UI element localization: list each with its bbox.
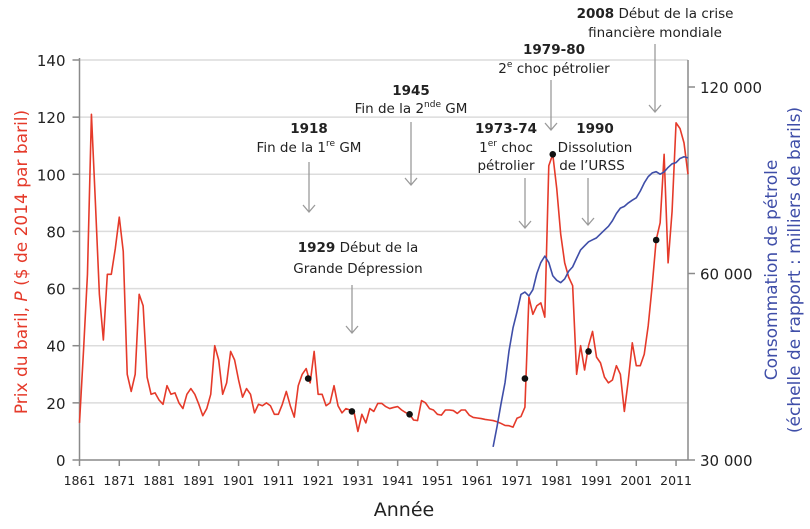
annotation-1973-text: 1er choc (479, 139, 533, 156)
annotation-1973-year: 1973-74 (475, 121, 537, 137)
y-right-tick-label: 120 000 (700, 79, 762, 97)
arrowhead-icon (648, 104, 662, 113)
y-axis-left-label: Prix du baril, P ($ de 2014 par baril) (12, 110, 32, 414)
annotation-1929-year: 1929 (298, 240, 336, 256)
y-tick-label: 0 (56, 452, 66, 470)
arrowhead-icon (345, 325, 359, 334)
arrowhead-icon (518, 220, 532, 229)
event-marker (549, 150, 557, 158)
sup: re (326, 139, 336, 149)
y-axis-left-label-p: P (12, 291, 32, 302)
series (78, 113, 689, 448)
x-tick-label: 1881 (143, 473, 175, 488)
event-marker (521, 375, 529, 382)
annotation-1945-year: 1945 (392, 83, 430, 99)
t: 1 (479, 140, 488, 156)
y-axis-right-label-line2: (échelle de rapport : milliers de barils… (785, 107, 805, 433)
x-tick-label: 1991 (581, 473, 613, 488)
annotation-1929-line2: Grande Dépression (293, 261, 422, 277)
y-axis-left-label-b: ($ de 2014 par baril) (12, 110, 32, 291)
sup: nde (424, 100, 441, 110)
x-tick-label: 1871 (103, 473, 135, 488)
y-tick-label: 80 (46, 223, 65, 241)
annotation-1990-line2: de l’URSS (559, 158, 625, 174)
x-tick-label: 1911 (262, 473, 294, 488)
y-right-tick-label: 60 000 (700, 266, 753, 284)
axes (72, 58, 695, 466)
y-tick-label: 140 (37, 52, 66, 70)
x-tick-label: 1961 (461, 473, 493, 488)
tick-labels: 0 20 40 60 80 100 120 140 30 000 60 000 120 000 186… (37, 52, 762, 488)
t: GM (441, 101, 467, 117)
arrowhead-icon (544, 122, 558, 131)
x-tick-label: 1861 (64, 473, 96, 488)
annotation-1990-line1: Dissolution (558, 140, 633, 156)
annotation-1990-year: 1990 (576, 121, 614, 137)
event-marker (585, 348, 592, 355)
annotation-2008-line2: financière mondiale (588, 25, 722, 41)
y-tick-label: 120 (37, 109, 66, 127)
y-axis-left-label-a: Prix du baril, (12, 302, 32, 415)
arrowhead-icon (404, 177, 418, 186)
x-tick-label: 1941 (382, 473, 414, 488)
annotation-1979-year: 1979-80 (523, 42, 585, 58)
t: Fin de la 1 (257, 140, 326, 156)
y-axis-right-label-line1: Consommation de pétrole (762, 160, 782, 381)
annotation-arrows (302, 44, 662, 334)
annotation-1973-line3: pétrolier (477, 158, 534, 174)
x-tick-label: 1891 (183, 473, 215, 488)
gridlines (79, 59, 688, 404)
x-tick-label: 1921 (302, 473, 334, 488)
t: Fin de la 2 (355, 101, 424, 117)
x-tick-label: 1901 (223, 473, 255, 488)
x-tick-label: 1951 (422, 473, 454, 488)
annotation-1929: 1929 Début de la (298, 240, 418, 256)
annotation-2008-text: Début de la crise (618, 6, 733, 22)
arrowhead-icon (581, 217, 595, 226)
y-right-tick-label: 30 000 (700, 452, 753, 470)
t: GM (335, 140, 361, 156)
price-line (78, 113, 689, 433)
y-tick-label: 60 (46, 281, 65, 299)
x-tick-label: 2001 (620, 473, 652, 488)
annotation-1979-text: 2e choc pétrolier (498, 60, 610, 77)
arrowhead-icon (302, 204, 316, 213)
t: 2 (498, 61, 507, 77)
t: choc (497, 140, 533, 156)
event-marker (652, 236, 660, 244)
consumption-line (492, 155, 689, 448)
t: choc pétrolier (512, 61, 610, 77)
x-tick-label: 2011 (660, 473, 692, 488)
annotation-1945-text: Fin de la 2nde GM (355, 100, 468, 117)
annotation-1918-text: Fin de la 1re GM (257, 139, 362, 156)
x-tick-label: 1981 (541, 473, 573, 488)
sup: er (488, 139, 498, 149)
y-tick-label: 100 (37, 166, 66, 184)
annotation-2008: 2008 Début de la crise (577, 6, 734, 22)
event-marker (348, 408, 356, 415)
event-marker (304, 375, 312, 382)
annotation-1929-text: Début de la (340, 240, 419, 256)
x-tick-label: 1971 (501, 473, 533, 488)
sup: e (507, 60, 513, 70)
x-axis-label: Année (374, 499, 434, 521)
x-tick-label: 1931 (342, 473, 374, 488)
y-tick-label: 20 (46, 395, 65, 413)
event-marker (406, 410, 413, 418)
y-tick-label: 40 (46, 338, 65, 356)
annotation-2008-year: 2008 (577, 6, 615, 22)
annotation-1918-year: 1918 (290, 121, 328, 137)
